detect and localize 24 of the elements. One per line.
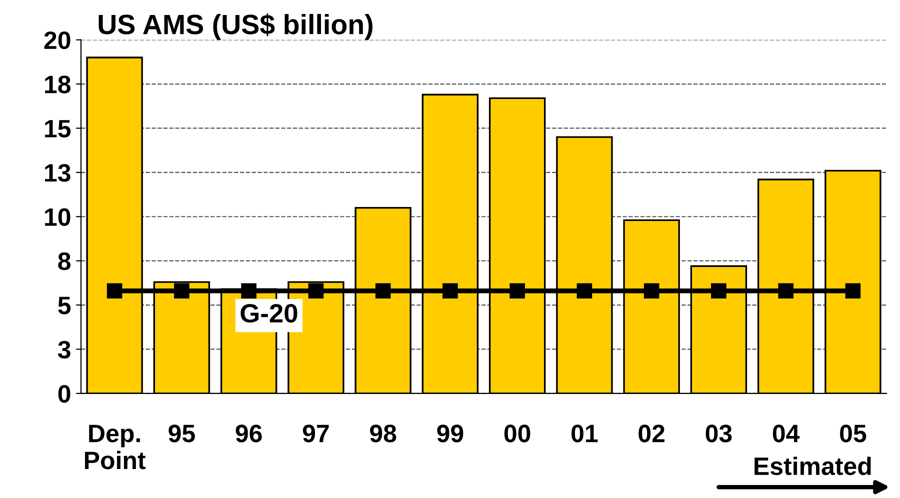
y-tick-label: 0: [58, 385, 70, 403]
x-tick-label: 05: [840, 424, 866, 442]
x-tick-label: 00: [504, 424, 530, 442]
chart-title: US AMS (US$ billion): [98, 13, 372, 40]
y-tick-label: 5: [58, 296, 71, 314]
y-tick-label: 10: [45, 208, 70, 226]
x-tick-label: Dep. Point: [84, 424, 146, 470]
y-tick-label: 3: [58, 340, 70, 359]
y-tick-label: 18: [45, 76, 71, 94]
y-tick-label: 8: [58, 252, 71, 270]
x-tick-label: 97: [302, 424, 329, 442]
y-tick-label: 20: [44, 31, 70, 50]
x-tick-label: 03: [706, 424, 732, 442]
x-tick-label: 95: [168, 424, 195, 442]
x-tick-label: 99: [437, 424, 464, 442]
x-tick-label: 98: [370, 424, 396, 442]
x-tick-label: 04: [772, 424, 800, 442]
y-tick-label: 15: [45, 120, 71, 138]
x-tick-label: 02: [638, 424, 664, 442]
series-label: G-20: [240, 304, 298, 323]
x-tick-label: 01: [572, 424, 598, 442]
y-tick-label: 13: [45, 164, 70, 182]
text: Estimated: [754, 456, 871, 476]
x-tick-label: 96: [236, 424, 262, 442]
